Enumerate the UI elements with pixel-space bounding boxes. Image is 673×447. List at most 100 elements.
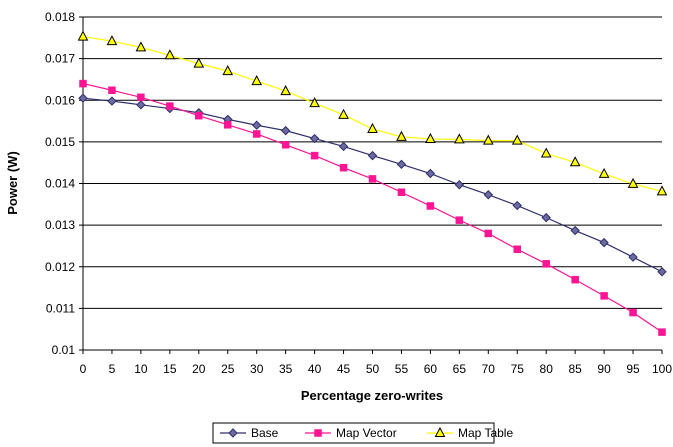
y-tick-label: 0.01 [52,343,76,357]
x-tick-label: 70 [482,362,496,376]
y-tick-label: 0.017 [45,52,75,66]
data-point-map-vector [108,86,116,95]
series-line-map-vector [82,83,663,333]
x-tick-label: 65 [453,362,467,376]
data-point-base [541,212,551,223]
legend-box [212,422,495,444]
x-tick-label: 60 [424,362,438,376]
data-point-base [78,93,88,103]
data-point-base [512,200,522,211]
data-point-map-vector [600,292,608,300]
data-point-map-table [106,35,118,46]
data-point-map-vector [368,175,377,183]
data-point-base [338,141,349,152]
data-point-map-table [396,130,407,141]
data-point-map-table [280,85,291,96]
data-point-map-table [367,122,378,133]
data-point-map-vector [397,188,406,196]
data-point-base [136,100,146,110]
legend-marker-map-vector [314,429,322,437]
x-tick-label: 50 [366,362,380,376]
legend-label-map-table: Map Table [458,426,513,440]
y-tick-label: 0.016 [45,93,75,107]
legend-label-map-vector: Map Vector [336,426,397,440]
data-point-base [599,237,609,248]
data-point-map-vector [310,151,319,160]
data-point-map-vector [571,275,579,284]
data-point-base [570,225,580,236]
x-tick-label: 5 [109,362,116,376]
data-point-map-vector [339,163,348,172]
data-point-map-table [569,156,581,167]
x-tick-label: 80 [540,362,554,376]
data-point-base [107,96,117,106]
data-point-map-vector [426,202,435,210]
data-point-map-table [656,185,668,196]
x-tick-label: 75 [511,362,525,376]
data-point-map-vector [195,111,203,120]
x-axis-title: Percentage zero-writes [301,388,443,403]
data-point-base [367,150,378,161]
y-tick-label: 0.012 [45,260,75,274]
data-point-base [483,190,494,200]
data-point-map-table [77,30,89,41]
data-point-map-table [135,41,147,52]
x-tick-label: 95 [626,362,640,376]
data-point-base [425,168,436,179]
data-point-map-table [425,132,436,143]
axes-layer: 0.01 0.011 0.012 0.013 0.014 0.015 0.016 0.017 0… [45,10,672,376]
x-tick-label: 40 [308,362,322,376]
data-point-base [396,159,407,170]
y-axis-title: Power (W) [5,151,20,215]
data-point-map-vector [455,216,464,224]
data-point-map-vector [542,260,550,268]
x-tick-label: 35 [279,362,293,376]
x-tick-label: 0 [80,362,87,376]
x-tick-label: 10 [134,362,148,376]
x-tick-label: 15 [163,362,177,376]
data-point-map-table [598,167,610,178]
data-point-base [309,133,320,144]
data-point-map-table [309,97,320,108]
data-point-map-table [338,108,349,119]
legend: Base Map Vector Map Table [212,422,513,444]
data-point-map-vector [281,141,290,149]
legend-label-base: Base [251,426,279,440]
data-point-map-table [193,57,205,68]
data-point-map-vector [252,130,261,138]
x-tick-label: 55 [395,362,409,376]
data-point-base [454,180,465,190]
y-tick-label: 0.013 [45,218,75,232]
series-map-vector [79,79,666,336]
data-point-base [657,267,667,277]
series-base [78,93,667,277]
data-point-map-vector [224,121,232,129]
data-point-map-vector [484,229,493,238]
data-point-map-vector [137,93,145,102]
data-point-map-vector [629,308,637,317]
x-tick-label: 25 [221,362,235,376]
series-map-table [77,30,668,196]
data-point-map-table [627,177,639,188]
data-point-map-table [540,147,552,158]
data-point-base [628,252,638,262]
data-point-map-table [454,133,465,144]
data-point-map-vector [166,102,174,110]
data-point-base [280,125,291,136]
data-point-map-table [222,65,234,76]
x-tick-label: 30 [250,362,264,376]
y-tick-label: 0.011 [46,301,75,315]
data-point-map-table [482,134,494,145]
x-tick-label: 20 [192,362,206,376]
data-point-base [251,120,262,130]
legend-marker-base [228,428,238,438]
data-point-map-vector [513,245,521,254]
x-tick-label: 85 [568,362,582,376]
x-tick-label: 45 [337,362,351,376]
y-tick-label: 0.015 [45,135,75,149]
y-tick-label: 0.018 [45,10,75,24]
y-tick-label: 0.014 [45,177,75,191]
data-point-map-table [164,49,176,60]
data-point-map-vector [79,79,87,88]
